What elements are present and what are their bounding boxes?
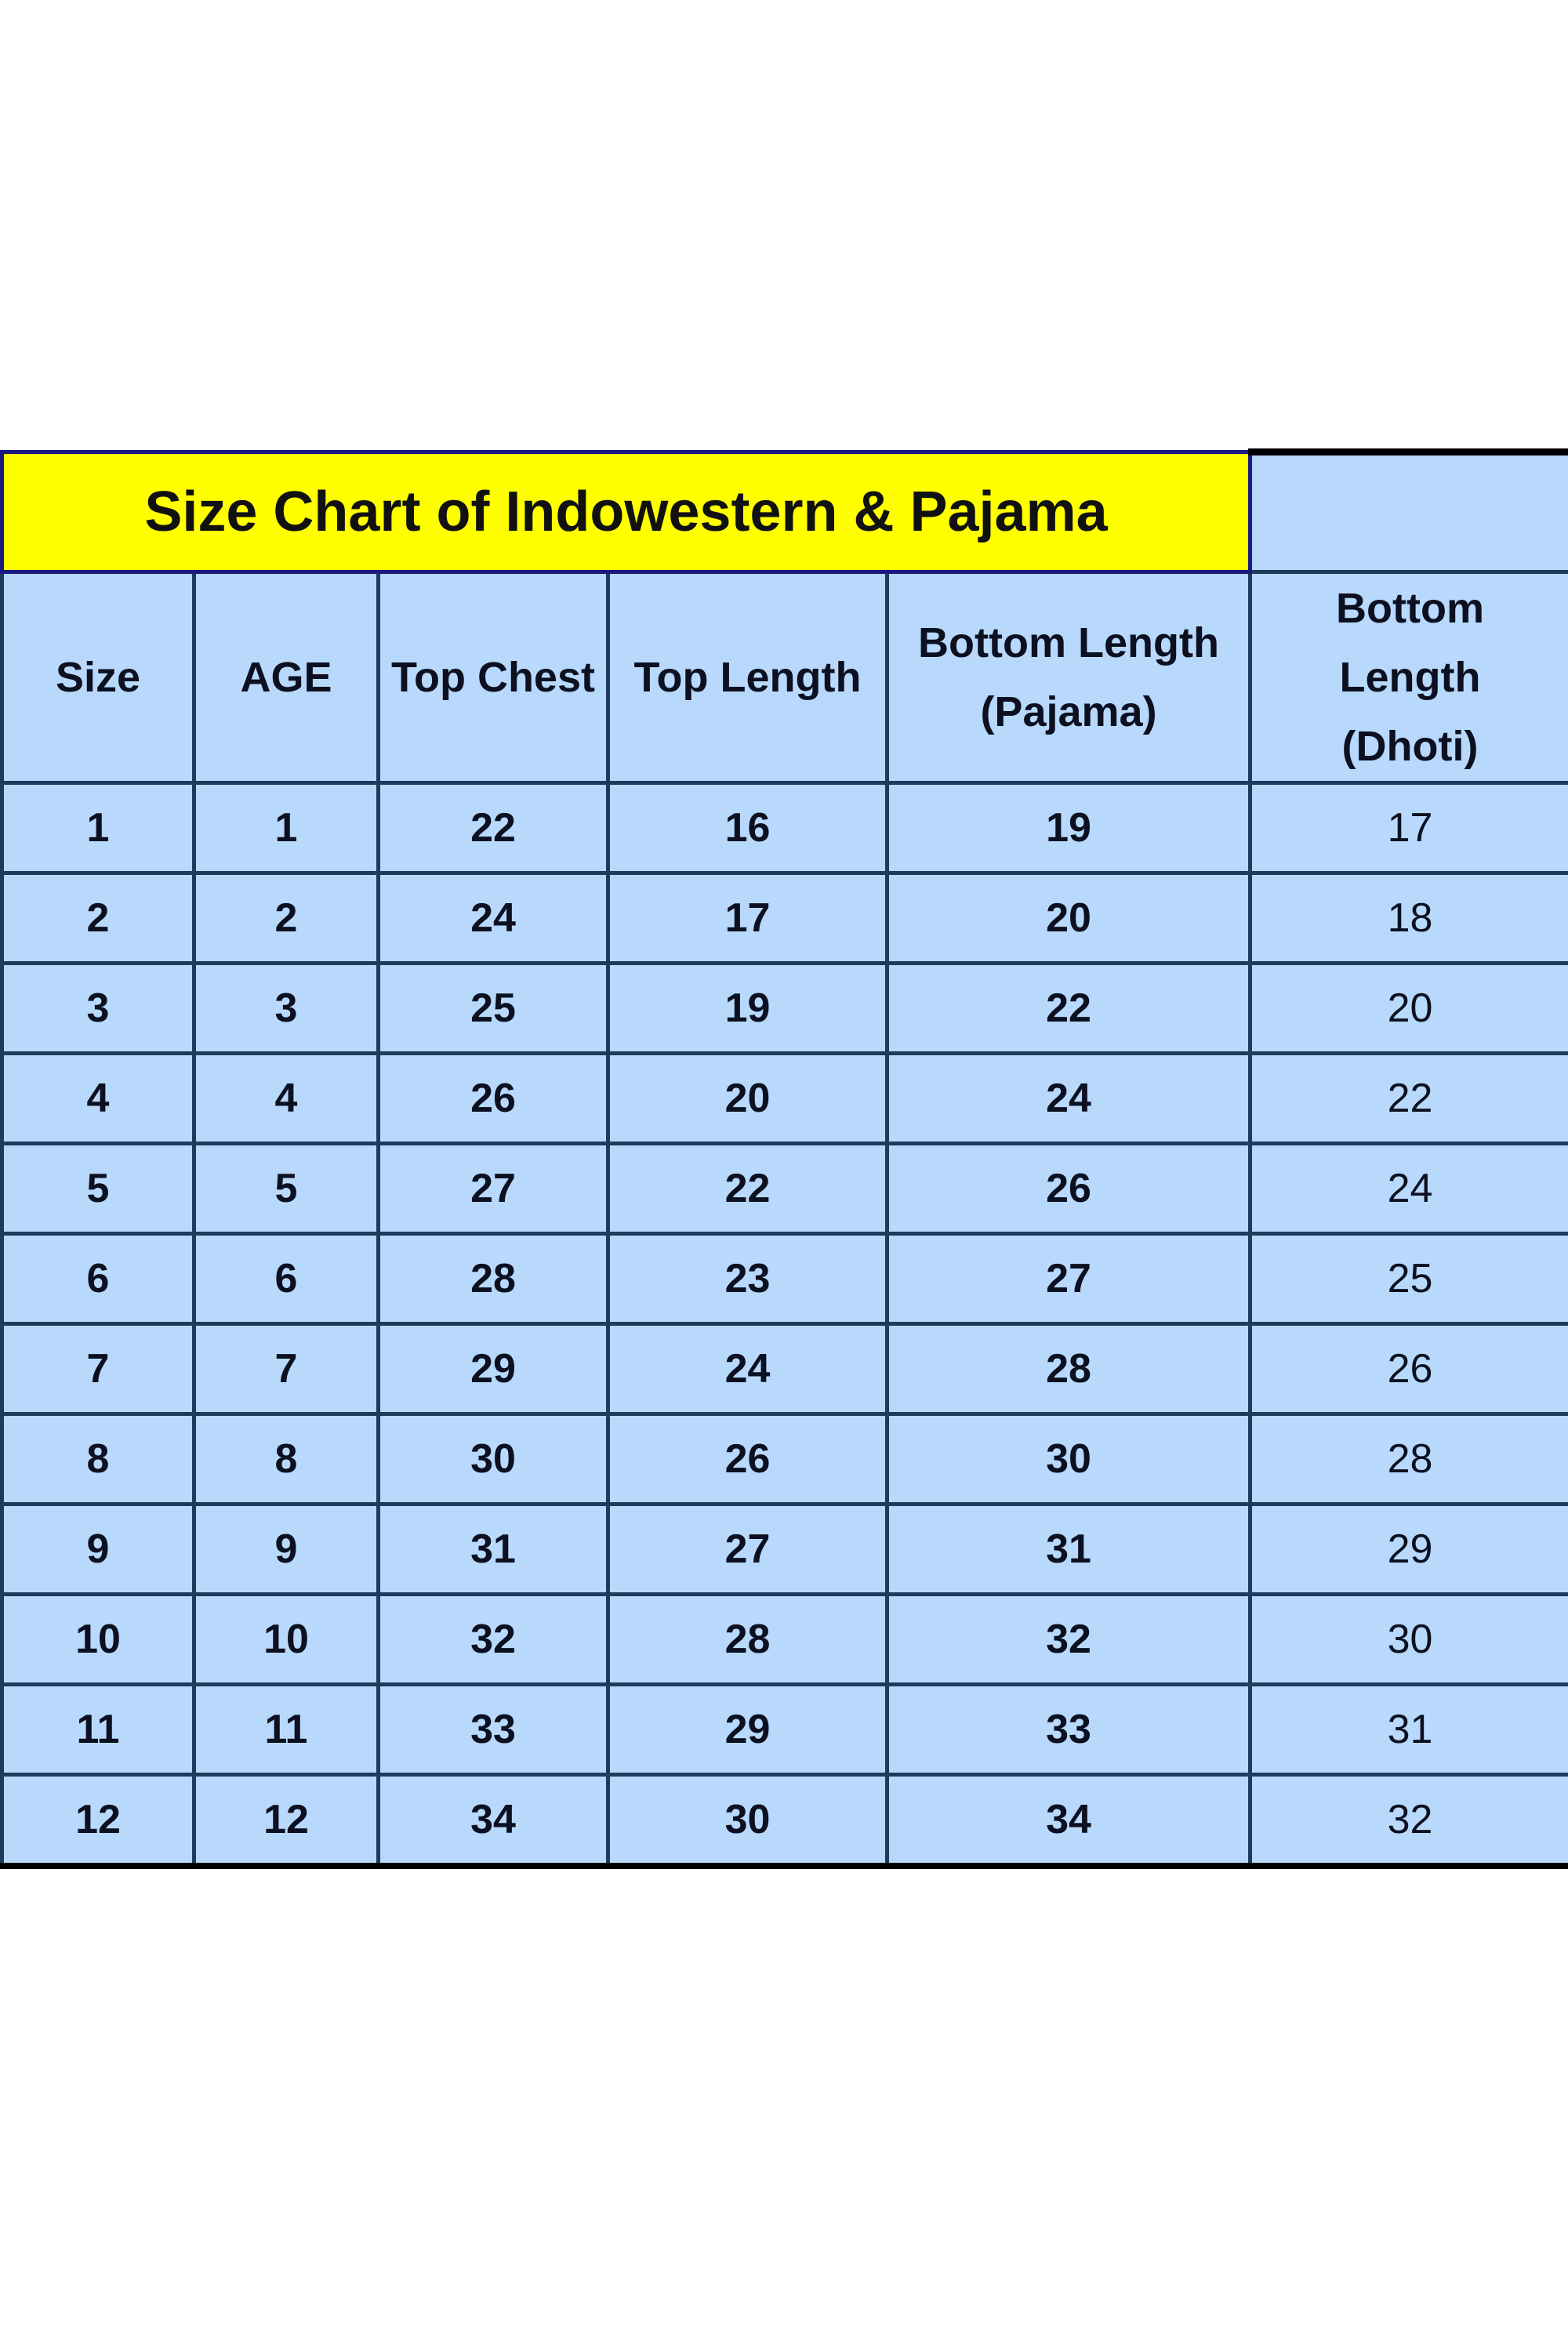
cell-top-length: 26 <box>606 1412 889 1506</box>
cell-age: 6 <box>192 1232 380 1326</box>
cell-bottom-length-dhoti: 20 <box>1248 961 1568 1055</box>
cell-size: 4 <box>0 1051 196 1145</box>
table-row: 2 2 24 17 20 18 <box>0 871 1568 965</box>
table-row: 4 4 26 20 24 22 <box>0 1051 1568 1145</box>
cell-size: 6 <box>0 1232 196 1326</box>
header-top-length: Top Length <box>606 570 889 785</box>
cell-top-length: 24 <box>606 1322 889 1416</box>
cell-age: 5 <box>192 1142 380 1236</box>
cell-bottom-length-dhoti: 18 <box>1248 871 1568 965</box>
cell-bottom-length-pajama: 22 <box>884 961 1253 1055</box>
cell-size: 11 <box>0 1682 196 1777</box>
cell-size: 3 <box>0 961 196 1055</box>
cell-age: 11 <box>192 1682 380 1777</box>
cell-bottom-length-dhoti: 24 <box>1248 1142 1568 1236</box>
cell-age: 7 <box>192 1322 380 1416</box>
cell-top-chest: 32 <box>376 1592 610 1686</box>
header-size: Size <box>0 570 196 785</box>
cell-age: 3 <box>192 961 380 1055</box>
cell-top-chest: 34 <box>376 1773 610 1869</box>
cell-top-chest: 30 <box>376 1412 610 1506</box>
cell-bottom-length-dhoti: 25 <box>1248 1232 1568 1326</box>
cell-bottom-length-pajama: 30 <box>884 1412 1253 1506</box>
cell-top-length: 19 <box>606 961 889 1055</box>
cell-size: 10 <box>0 1592 196 1686</box>
table-row: 6 6 28 23 27 25 <box>0 1232 1568 1326</box>
cell-bottom-length-pajama: 27 <box>884 1232 1253 1326</box>
cell-size: 2 <box>0 871 196 965</box>
cell-age: 8 <box>192 1412 380 1506</box>
table-row: 9 9 31 27 31 29 <box>0 1502 1568 1596</box>
cell-size: 7 <box>0 1322 196 1416</box>
cell-bottom-length-dhoti: 31 <box>1248 1682 1568 1777</box>
cell-bottom-length-pajama: 26 <box>884 1142 1253 1236</box>
cell-top-length: 29 <box>606 1682 889 1777</box>
cell-top-length: 17 <box>606 871 889 965</box>
cell-bottom-length-dhoti: 29 <box>1248 1502 1568 1596</box>
cell-top-chest: 31 <box>376 1502 610 1596</box>
title-row: Size Chart of Indowestern & Pajama <box>0 448 1568 574</box>
cell-age: 10 <box>192 1592 380 1686</box>
cell-bottom-length-pajama: 31 <box>884 1502 1253 1596</box>
cell-bottom-length-dhoti: 30 <box>1248 1592 1568 1686</box>
table-row: 8 8 30 26 30 28 <box>0 1412 1568 1506</box>
cell-bottom-length-dhoti: 26 <box>1248 1322 1568 1416</box>
cell-top-length: 27 <box>606 1502 889 1596</box>
title-blank-cell <box>1248 448 1568 574</box>
cell-top-chest: 27 <box>376 1142 610 1236</box>
cell-top-length: 30 <box>606 1773 889 1869</box>
cell-top-chest: 26 <box>376 1051 610 1145</box>
cell-bottom-length-pajama: 20 <box>884 871 1253 965</box>
table-row: 5 5 27 22 26 24 <box>0 1142 1568 1236</box>
header-row: Size AGE Top Chest Top Length Bottom Len… <box>0 570 1568 785</box>
cell-top-chest: 28 <box>376 1232 610 1326</box>
cell-bottom-length-pajama: 32 <box>884 1592 1253 1686</box>
header-age: AGE <box>192 570 380 785</box>
cell-size: 9 <box>0 1502 196 1596</box>
cell-bottom-length-pajama: 34 <box>884 1773 1253 1869</box>
cell-top-chest: 25 <box>376 961 610 1055</box>
table-row: 12 12 34 30 34 32 <box>0 1773 1568 1869</box>
cell-top-length: 22 <box>606 1142 889 1236</box>
cell-bottom-length-pajama: 28 <box>884 1322 1253 1416</box>
header-bottom-length-pajama: Bottom Length (Pajama) <box>884 570 1253 785</box>
cell-top-length: 16 <box>606 781 889 875</box>
cell-size: 1 <box>0 781 196 875</box>
header-top-chest: Top Chest <box>376 570 610 785</box>
cell-top-length: 20 <box>606 1051 889 1145</box>
table-row: 7 7 29 24 28 26 <box>0 1322 1568 1416</box>
cell-bottom-length-pajama: 19 <box>884 781 1253 875</box>
cell-top-chest: 24 <box>376 871 610 965</box>
chart-title: Size Chart of Indowestern & Pajama <box>0 450 1253 574</box>
cell-age: 12 <box>192 1773 380 1869</box>
cell-age: 4 <box>192 1051 380 1145</box>
table-row: 1 1 22 16 19 17 <box>0 781 1568 875</box>
cell-bottom-length-dhoti: 17 <box>1248 781 1568 875</box>
cell-age: 9 <box>192 1502 380 1596</box>
cell-bottom-length-pajama: 33 <box>884 1682 1253 1777</box>
cell-age: 1 <box>192 781 380 875</box>
cell-bottom-length-pajama: 24 <box>884 1051 1253 1145</box>
cell-age: 2 <box>192 871 380 965</box>
cell-top-length: 28 <box>606 1592 889 1686</box>
cell-bottom-length-dhoti: 22 <box>1248 1051 1568 1145</box>
table-row: 3 3 25 19 22 20 <box>0 961 1568 1055</box>
cell-bottom-length-dhoti: 32 <box>1248 1773 1568 1869</box>
cell-size: 12 <box>0 1773 196 1869</box>
cell-top-chest: 22 <box>376 781 610 875</box>
cell-top-chest: 29 <box>376 1322 610 1416</box>
table-row: 11 11 33 29 33 31 <box>0 1682 1568 1777</box>
cell-bottom-length-dhoti: 28 <box>1248 1412 1568 1506</box>
table-row: 10 10 32 28 32 30 <box>0 1592 1568 1686</box>
cell-top-length: 23 <box>606 1232 889 1326</box>
size-chart-table: Size Chart of Indowestern & Pajama Size … <box>0 448 1568 1869</box>
cell-size: 8 <box>0 1412 196 1506</box>
header-bottom-length-dhoti: Bottom Length (Dhoti) <box>1248 570 1568 785</box>
cell-top-chest: 33 <box>376 1682 610 1777</box>
cell-size: 5 <box>0 1142 196 1236</box>
